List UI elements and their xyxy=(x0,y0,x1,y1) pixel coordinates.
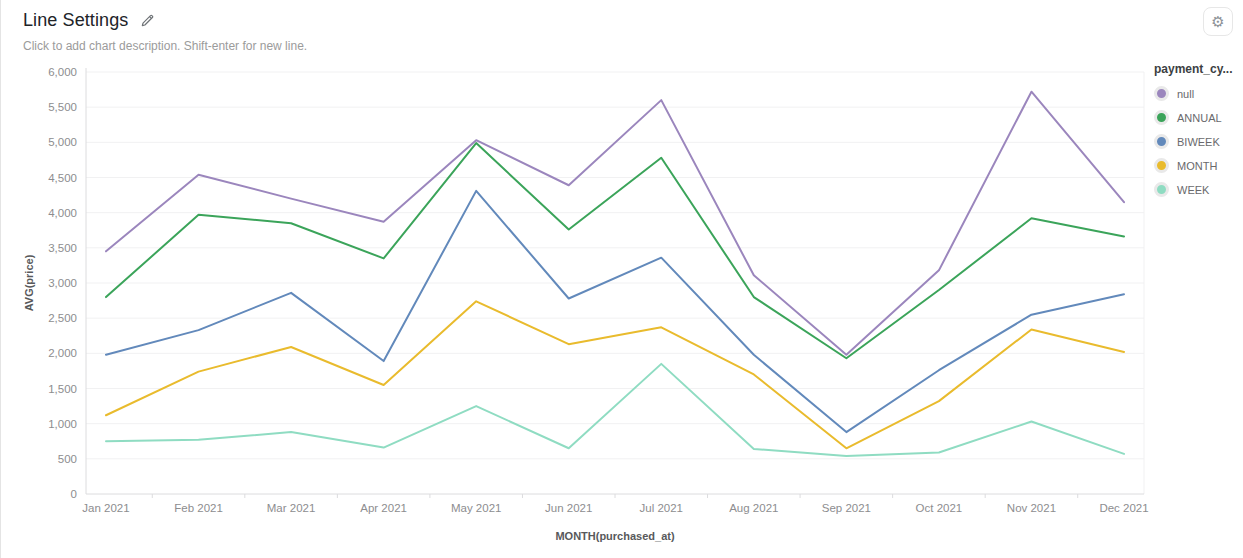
series-line-BIWEEK xyxy=(106,191,1124,432)
series-line-null xyxy=(106,92,1124,355)
legend-label: WEEK xyxy=(1177,184,1209,196)
y-tick-label: 3,500 xyxy=(48,242,77,254)
x-axis-title: MONTH(purchased_at) xyxy=(555,530,675,542)
x-tick-label: Apr 2021 xyxy=(360,502,407,514)
y-tick-label: 5,500 xyxy=(48,101,77,113)
legend-item-null[interactable]: null xyxy=(1154,86,1243,101)
chart-description-placeholder[interactable]: Click to add chart description. Shift-en… xyxy=(23,39,307,53)
x-tick-label: Jul 2021 xyxy=(640,502,683,514)
x-tick-label: Aug 2021 xyxy=(729,502,778,514)
chart-card: Line Settings ⚙ Click to add chart descr… xyxy=(0,0,1243,558)
x-tick-label: Jun 2021 xyxy=(545,502,592,514)
legend-items: null ANNUAL BIWEEK MONTH WEEK xyxy=(1154,86,1243,197)
x-tick-label: Oct 2021 xyxy=(916,502,963,514)
chart-header: Line Settings xyxy=(23,10,157,31)
legend-label: BIWEEK xyxy=(1177,136,1220,148)
legend-swatch xyxy=(1154,110,1169,125)
series-line-MONTH xyxy=(106,301,1124,448)
y-tick-label: 0 xyxy=(71,488,77,500)
legend-item-ANNUAL[interactable]: ANNUAL xyxy=(1154,110,1243,125)
x-tick-label: Dec 2021 xyxy=(1099,502,1148,514)
x-tick-label: Mar 2021 xyxy=(267,502,316,514)
pencil-icon xyxy=(140,13,155,28)
y-tick-label: 2,000 xyxy=(48,347,77,359)
chart-title[interactable]: Line Settings xyxy=(23,10,128,31)
legend: payment_cy... null ANNUAL BIWEEK MONTH WEEK xyxy=(1154,62,1243,206)
legend-label: null xyxy=(1177,88,1194,100)
y-tick-label: 500 xyxy=(58,453,77,465)
y-tick-label: 6,000 xyxy=(48,66,77,78)
x-tick-label: Nov 2021 xyxy=(1007,502,1056,514)
x-tick-label: Sep 2021 xyxy=(822,502,871,514)
chart-settings-button[interactable]: ⚙ xyxy=(1203,7,1233,36)
edit-title-button[interactable] xyxy=(138,11,157,30)
legend-item-WEEK[interactable]: WEEK xyxy=(1154,182,1243,197)
series-line-ANNUAL xyxy=(106,143,1124,358)
legend-item-MONTH[interactable]: MONTH xyxy=(1154,158,1243,173)
legend-swatch xyxy=(1154,134,1169,149)
legend-label: ANNUAL xyxy=(1177,112,1222,124)
legend-item-BIWEEK[interactable]: BIWEEK xyxy=(1154,134,1243,149)
legend-title: payment_cy... xyxy=(1154,62,1243,76)
line-chart: 0 500 1,000 1,500 2,000 2,500 3,000 3,500 4,000 4… xyxy=(1,58,1149,558)
x-tick-label: Feb 2021 xyxy=(174,502,223,514)
y-tick-label: 1,000 xyxy=(48,418,77,430)
x-tick-label: Jan 2021 xyxy=(82,502,129,514)
y-tick-label: 5,000 xyxy=(48,136,77,148)
chart-area: 0 500 1,000 1,500 2,000 2,500 3,000 3,500 4,000 4… xyxy=(1,58,1149,558)
legend-swatch xyxy=(1154,182,1169,197)
y-tick-label: 2,500 xyxy=(48,312,77,324)
legend-swatch xyxy=(1154,86,1169,101)
legend-swatch xyxy=(1154,158,1169,173)
gear-icon: ⚙ xyxy=(1211,13,1224,30)
x-tick-label: May 2021 xyxy=(451,502,502,514)
legend-label: MONTH xyxy=(1177,160,1217,172)
series-line-WEEK xyxy=(106,364,1124,456)
y-tick-label: 4,500 xyxy=(48,172,77,184)
y-tick-label: 3,000 xyxy=(48,277,77,289)
y-tick-label: 4,000 xyxy=(48,207,77,219)
y-axis-title: AVG(price) xyxy=(23,254,35,311)
y-tick-label: 1,500 xyxy=(48,383,77,395)
